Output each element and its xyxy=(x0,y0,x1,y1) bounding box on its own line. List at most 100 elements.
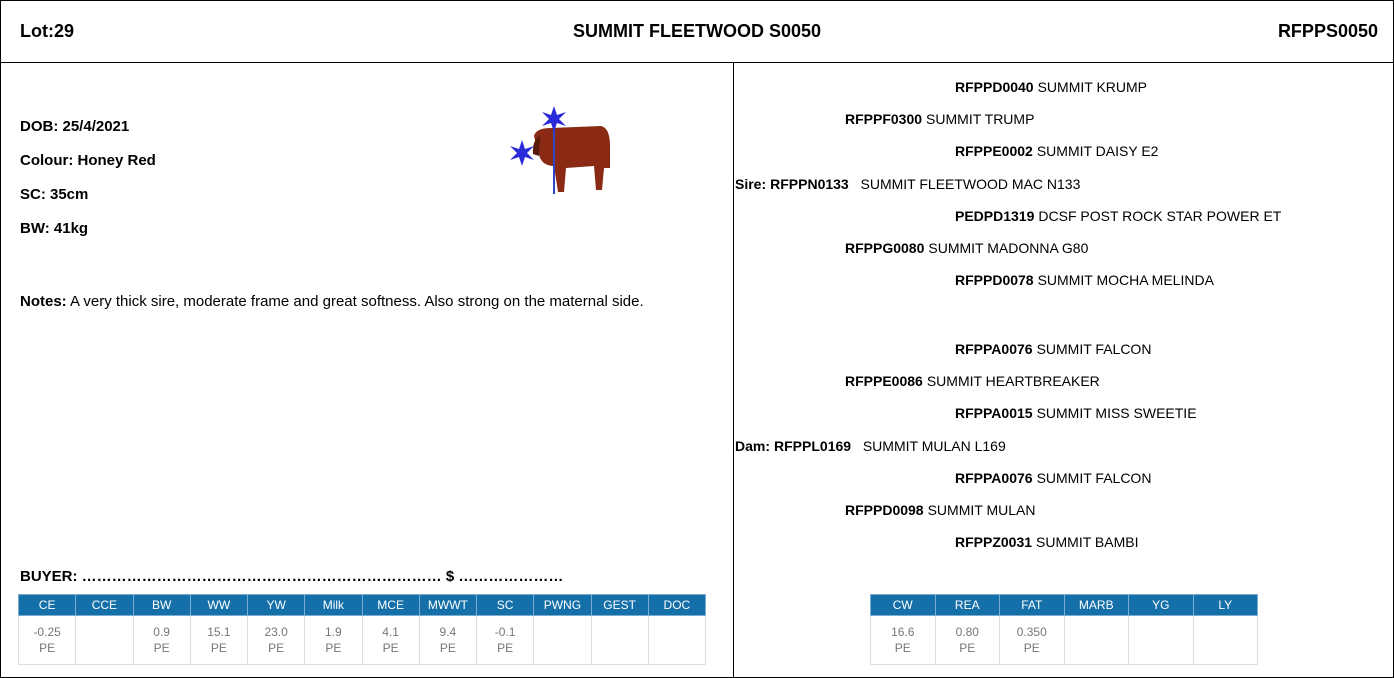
animal-code: RFPPZ0031 xyxy=(955,534,1032,550)
column-header: YW xyxy=(248,595,305,616)
parent-label: Dam: xyxy=(735,438,770,454)
divider xyxy=(733,62,734,678)
cell xyxy=(1064,616,1129,665)
cell-value: 4.1 xyxy=(363,624,419,640)
detail-field: BW: 41kg xyxy=(20,220,88,237)
cell-accuracy: PE xyxy=(871,640,935,656)
cell-value: 9.4 xyxy=(420,624,476,640)
animal-name: SUMMIT MULAN L169 xyxy=(863,438,1006,454)
header-row: CECCEBWWWYWMilkMCEMWWTSCPWNGGESTDOC xyxy=(19,595,706,616)
detail-field: Colour: Honey Red xyxy=(20,152,156,169)
bull-image xyxy=(506,106,616,196)
cell-accuracy: PE xyxy=(1000,640,1064,656)
cell-value: -0.1 xyxy=(477,624,533,640)
column-header: MCE xyxy=(362,595,419,616)
cell-value: 0.9 xyxy=(134,624,190,640)
column-header: FAT xyxy=(1000,595,1065,616)
cell-value: 16.6 xyxy=(871,624,935,640)
value-row: 16.6PE0.80PE0.350PE xyxy=(871,616,1258,665)
detail-field: DOB: 25/4/2021 xyxy=(20,118,129,135)
cell-accuracy: PE xyxy=(363,640,419,656)
column-header: YG xyxy=(1129,595,1194,616)
animal-name: SUMMIT TRUMP xyxy=(926,111,1034,127)
column-header: MARB xyxy=(1064,595,1129,616)
column-header: LY xyxy=(1193,595,1258,616)
animal-code: RFPPA0015 xyxy=(955,405,1033,421)
cell-accuracy: PE xyxy=(477,640,533,656)
parent-label: Sire: xyxy=(735,176,766,192)
animal-name: SUMMIT FLEETWOOD S0050 xyxy=(0,0,1394,62)
animal-name: DCSF POST ROCK STAR POWER ET xyxy=(1038,208,1281,224)
notes-label: Notes: xyxy=(20,293,67,310)
detail-field: SC: 35cm xyxy=(20,186,88,203)
cell-value: 1.9 xyxy=(305,624,361,640)
animal-name: SUMMIT MULAN xyxy=(928,502,1036,518)
column-header: CW xyxy=(871,595,936,616)
buyer-line: BUYER: ……………………………………………………………… $ ………………… xyxy=(20,568,563,585)
animal-code: RFPPD0098 xyxy=(845,502,924,518)
cell-accuracy: PE xyxy=(19,640,75,656)
animal-code: RFPPG0080 xyxy=(845,240,924,256)
animal-code: RFPPD0078 xyxy=(955,272,1034,288)
animal-name: SUMMIT MADONNA G80 xyxy=(928,240,1088,256)
pedigree-entry: RFPPA0076SUMMIT FALCON xyxy=(955,341,1151,357)
column-header: DOC xyxy=(648,595,705,616)
cell xyxy=(534,616,591,665)
animal-code: RFPPF0300 xyxy=(845,111,922,127)
column-header: REA xyxy=(935,595,1000,616)
animal-code: PEDPD1319 xyxy=(955,208,1034,224)
animal-name: SUMMIT DAISY E2 xyxy=(1037,143,1159,159)
animal-name: SUMMIT FALCON xyxy=(1037,470,1152,486)
pedigree-entry: Dam:RFPPL0169 SUMMIT MULAN L169 xyxy=(735,438,1006,454)
cell-value: 0.80 xyxy=(936,624,1000,640)
animal-name: SUMMIT HEARTBREAKER xyxy=(927,373,1100,389)
pedigree-entry: RFPPE0086SUMMIT HEARTBREAKER xyxy=(845,373,1100,389)
animal-name: SUMMIT MOCHA MELINDA xyxy=(1038,272,1214,288)
cell-accuracy: PE xyxy=(134,640,190,656)
animal-code: RFPPA0076 xyxy=(955,470,1033,486)
cell xyxy=(1193,616,1258,665)
cell-accuracy: PE xyxy=(420,640,476,656)
cell xyxy=(591,616,648,665)
cell-accuracy: PE xyxy=(248,640,304,656)
pedigree-entry: Sire:RFPPN0133 SUMMIT FLEETWOOD MAC N133 xyxy=(735,176,1080,192)
cell-value: 0.350 xyxy=(1000,624,1064,640)
animal-code: RFPPL0169 xyxy=(774,438,851,454)
notes-text: A very thick sire, moderate frame and gr… xyxy=(70,293,644,310)
cell-accuracy: PE xyxy=(191,640,247,656)
column-header: BW xyxy=(133,595,190,616)
column-header: Milk xyxy=(305,595,362,616)
column-header: CCE xyxy=(76,595,133,616)
cell-value: 15.1 xyxy=(191,624,247,640)
animal-name: SUMMIT KRUMP xyxy=(1038,79,1147,95)
animal-code: RFPPD0040 xyxy=(955,79,1034,95)
cell-accuracy: PE xyxy=(305,640,361,656)
cell: -0.25PE xyxy=(19,616,76,665)
page: Lot:29 SUMMIT FLEETWOOD S0050 RFPPS0050 … xyxy=(0,0,1394,678)
column-header: GEST xyxy=(591,595,648,616)
cell xyxy=(1129,616,1194,665)
cell xyxy=(648,616,705,665)
column-header: WW xyxy=(190,595,247,616)
column-header: SC xyxy=(477,595,534,616)
column-header: PWNG xyxy=(534,595,591,616)
animal-name: SUMMIT BAMBI xyxy=(1036,534,1138,550)
animal-code: RFPPN0133 xyxy=(770,176,849,192)
animal-name: SUMMIT FLEETWOOD MAC N133 xyxy=(861,176,1081,192)
